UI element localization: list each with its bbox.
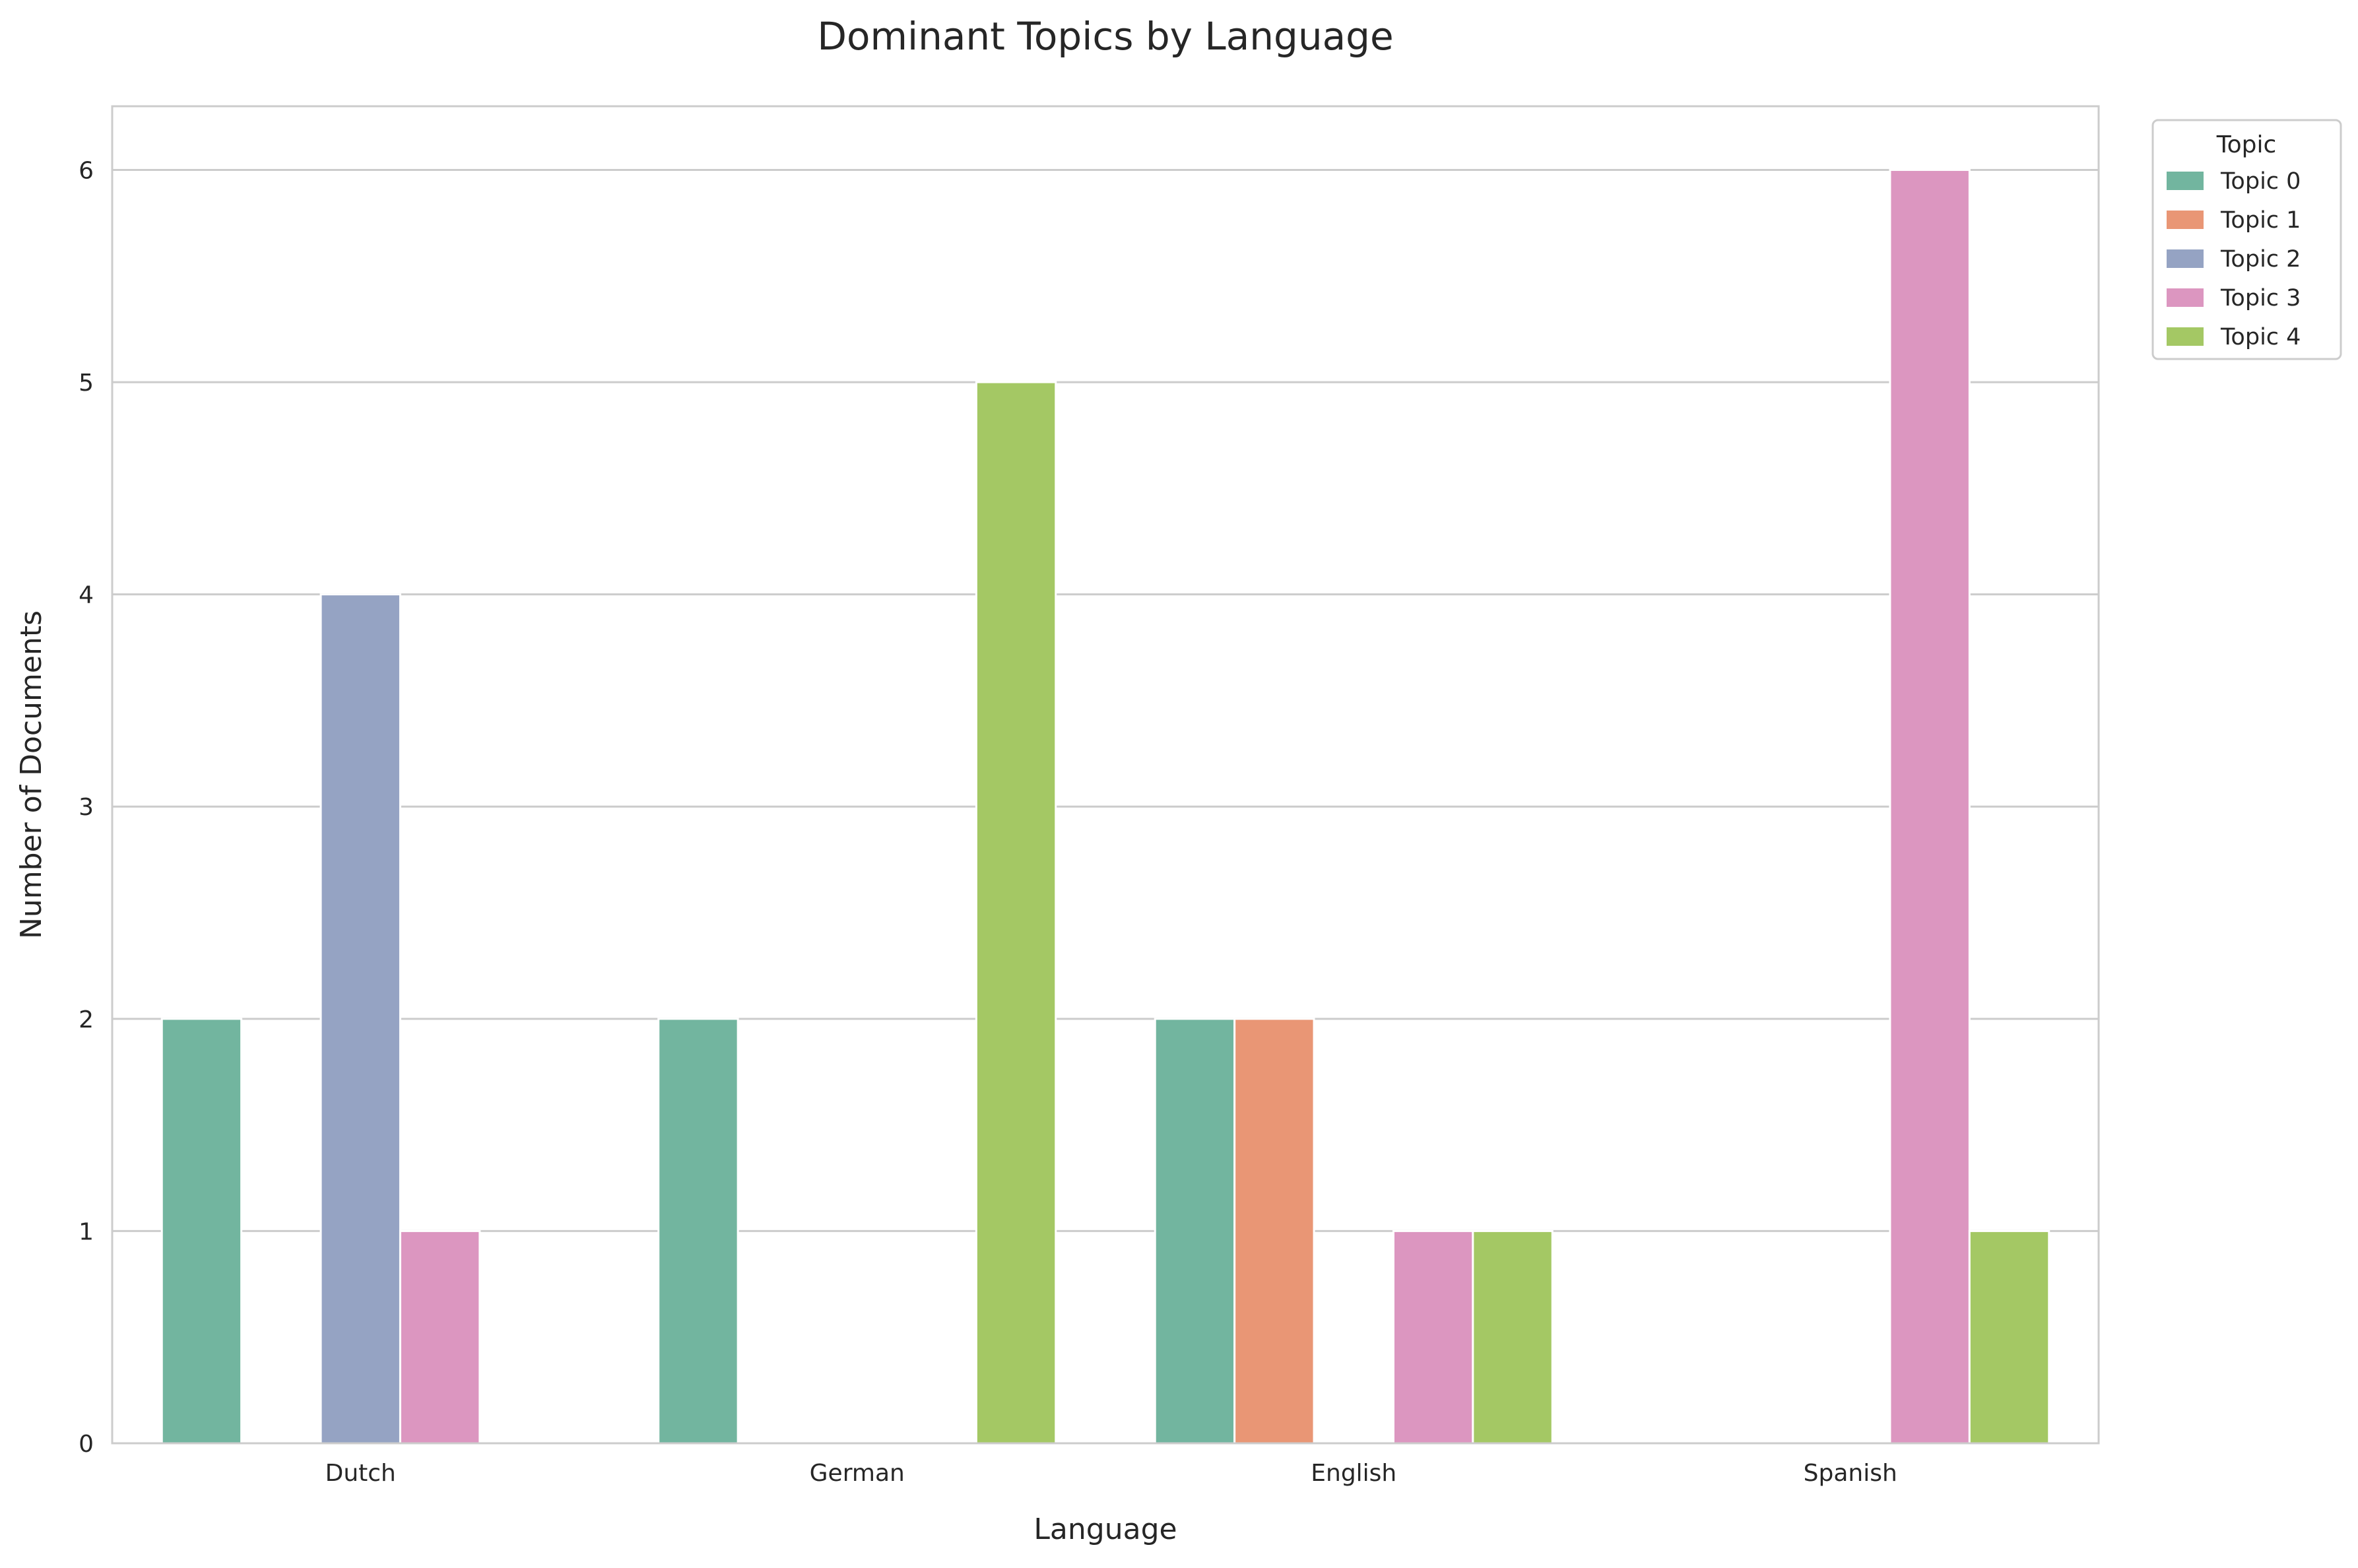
legend-label: Topic 0 [2220,168,2301,195]
bar-english-topic-1 [1233,1018,1315,1445]
bar-dutch-topic-3 [399,1229,481,1445]
y-tick-label: 3 [79,794,94,821]
y-tick-label: 6 [79,157,94,184]
bar-german-topic-4 [975,381,1057,1445]
bar-german-topic-0 [657,1018,739,1445]
y-tick-label: 1 [79,1218,94,1245]
legend-title: Topic [2216,131,2277,158]
y-tick-label: 2 [79,1006,94,1033]
chart-title: Dominant Topics by Language [817,14,1393,59]
y-tick-label: 5 [79,370,94,397]
legend-label: Topic 1 [2220,207,2301,234]
x-axis-label: Language [1033,1513,1177,1546]
x-tick-label: English [1311,1460,1396,1487]
legend-swatch [2167,172,2204,190]
bar-spanish-topic-4 [1968,1229,2050,1445]
legend-label: Topic 3 [2220,285,2301,311]
legend: Topic Topic 0 Topic 1 Topic 2 Topic 3 Topic … [2151,119,2342,360]
x-tick-label: Spanish [1804,1460,1897,1487]
legend-swatch [2167,288,2204,307]
bar-dutch-topic-0 [160,1018,243,1445]
bar-english-topic-3 [1392,1229,1474,1445]
bar-spanish-topic-3 [1889,168,1971,1445]
legend-label: Topic 2 [2220,246,2301,273]
x-tick-label: German [810,1460,905,1487]
x-axis-ticks: Dutch German English Spanish [325,1460,1897,1487]
bar-english-topic-4 [1472,1229,1554,1445]
y-tick-label: 4 [79,582,94,609]
legend-label: Topic 4 [2220,324,2301,350]
legend-swatch [2167,211,2204,229]
bars [160,168,2050,1445]
legend-swatch [2167,327,2204,346]
y-tick-label: 0 [79,1431,94,1458]
bar-english-topic-0 [1154,1018,1236,1445]
legend-swatch [2167,249,2204,268]
y-axis-label: Number of Documents [15,610,48,939]
y-axis-ticks: 0 1 2 3 4 5 6 [79,157,94,1458]
bar-dutch-topic-2 [319,593,401,1445]
x-tick-label: Dutch [325,1460,396,1487]
plot-frame [111,105,2100,1445]
